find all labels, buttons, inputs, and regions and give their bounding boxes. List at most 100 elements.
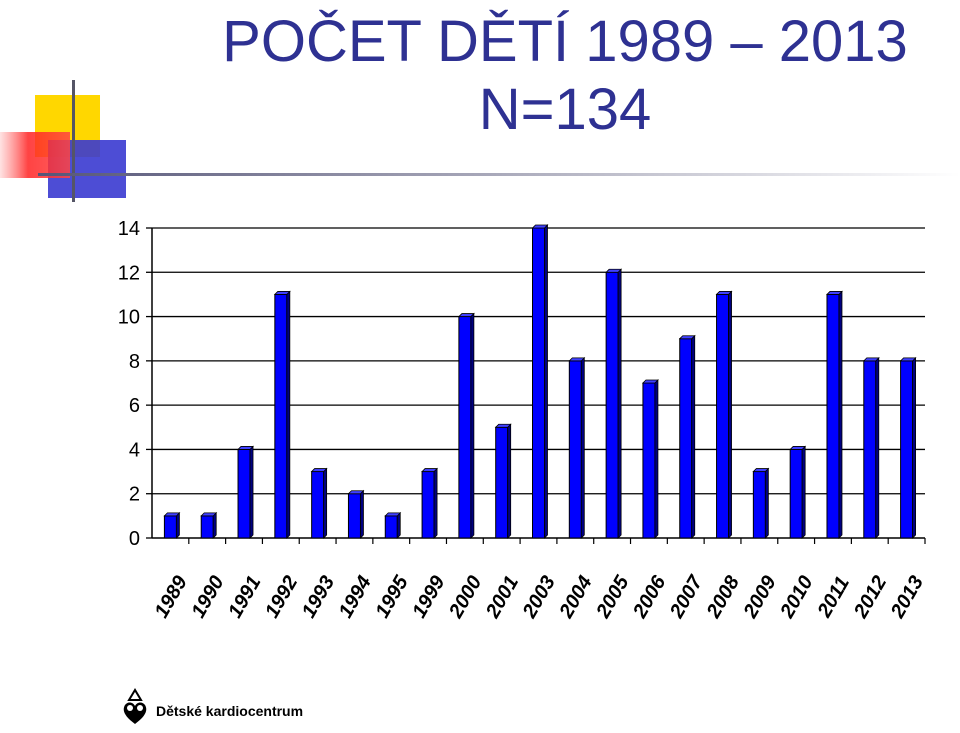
bar-1993 (311, 471, 325, 539)
bar-side-1989 (176, 511, 180, 539)
bar-side-2006 (654, 379, 659, 539)
x-tick-label-1995: 1995 (371, 571, 413, 621)
x-tick-label-2004: 2004 (555, 572, 597, 622)
bar-top-2004 (568, 357, 586, 362)
y-tick-label-4: 4 (129, 439, 140, 461)
x-tick-label-2011: 2011 (813, 573, 854, 622)
bar-2006 (642, 382, 656, 539)
bar-1989 (163, 515, 177, 539)
bar-side-2004 (580, 356, 585, 539)
bar-top-1995 (384, 512, 402, 517)
bar-top-2001 (494, 423, 512, 428)
bar-side-2007 (691, 334, 696, 539)
bar-1999 (421, 471, 435, 539)
bar-top-2010 (789, 446, 807, 450)
bar-top-1991 (237, 446, 254, 450)
x-tick-label-2007: 2007 (665, 571, 707, 622)
bar-side-2003 (544, 224, 548, 539)
bar-1991 (237, 448, 251, 539)
y-tick-label-10: 10 (118, 307, 140, 329)
bar-side-1992 (286, 290, 291, 539)
bar-top-2012 (862, 357, 880, 362)
bar-top-2013 (899, 357, 917, 362)
y-tick-label-2: 2 (129, 484, 140, 506)
x-tick-label-1989: 1989 (151, 571, 193, 621)
bar-side-1994 (360, 489, 364, 539)
bar-side-2012 (875, 356, 880, 539)
x-tick-label-2008: 2008 (702, 571, 744, 622)
bar-2007 (679, 338, 693, 539)
x-tick-label-1994: 1994 (335, 572, 376, 622)
bar-2001 (495, 426, 509, 539)
x-tick-label-2000: 2000 (445, 572, 487, 622)
y-tick-label-0: 0 (129, 528, 140, 550)
x-tick-label-2003: 2003 (518, 572, 560, 622)
bar-side-2010 (801, 445, 806, 539)
bar-1992 (274, 293, 288, 539)
bar-side-1995 (396, 511, 401, 539)
slide-title: POČET DĚTÍ 1989 – 2013 N=134 (170, 8, 960, 144)
bar-top-2006 (641, 379, 659, 384)
y-tick-label-8: 8 (129, 351, 140, 373)
bar-side-1993 (323, 467, 328, 539)
bar-top-1993 (310, 468, 328, 472)
bar-side-2013 (912, 356, 916, 539)
bar-top-1989 (163, 512, 181, 517)
x-tick-label-1992: 1992 (261, 572, 302, 622)
y-tick-label-14: 14 (118, 218, 140, 240)
heart-logo-icon (123, 688, 147, 724)
bar-top-2011 (826, 291, 843, 295)
x-tick-label-2012: 2012 (849, 572, 891, 622)
bar-side-2000 (470, 312, 475, 539)
x-tick-label-2006: 2006 (629, 571, 671, 622)
bar-1990 (200, 515, 214, 539)
bar-top-2009 (752, 468, 770, 472)
title-decoration (0, 80, 960, 202)
bar-top-1992 (273, 291, 291, 295)
bar-side-2001 (507, 423, 512, 539)
bar-side-2009 (764, 467, 769, 539)
bar-2012 (863, 360, 877, 539)
bar-chart: 0 2 4 6 8 10 12 14 19891990199119921993199419951… (118, 218, 928, 623)
x-tick-label-2001: 2001 (481, 572, 523, 622)
bar-2010 (789, 448, 803, 539)
x-tick-label-2009: 2009 (739, 571, 781, 622)
deco-vertical-line (72, 80, 75, 202)
bar-side-1991 (249, 445, 254, 539)
x-tick-label-1990: 1990 (187, 572, 228, 622)
bar-top-2003 (531, 224, 549, 229)
bar-top-1990 (200, 512, 218, 517)
title-line-2: N=134 (478, 77, 652, 142)
bar-side-2008 (728, 290, 732, 539)
x-tick-label-1991: 1991 (224, 572, 265, 622)
deco-red-bar (0, 132, 70, 178)
title-line-1: POČET DĚTÍ 1989 – 2013 (222, 9, 908, 74)
bar-top-2008 (715, 291, 733, 295)
x-tick-label-1993: 1993 (298, 572, 339, 622)
bar-top-2007 (678, 335, 696, 340)
bar-side-2011 (838, 290, 843, 539)
y-tick-label-12: 12 (118, 262, 140, 284)
bar-2000 (458, 316, 472, 539)
bar-side-1999 (433, 467, 438, 539)
bar-side-1990 (212, 511, 217, 539)
bar-top-1994 (347, 490, 365, 495)
bar-2008 (716, 293, 730, 539)
bar-2009 (752, 471, 766, 539)
bar-2004 (568, 360, 582, 539)
bar-side-2005 (617, 268, 622, 539)
logo-text: Dětské kardiocentrum (156, 703, 304, 719)
bar-2013 (900, 360, 914, 539)
bar-1995 (384, 515, 398, 539)
bar-2005 (605, 271, 619, 539)
x-tick-label-2013: 2013 (886, 572, 928, 622)
bar-top-2000 (457, 313, 475, 317)
x-tick-label-2005: 2005 (592, 571, 634, 622)
x-tick-label-1999: 1999 (408, 571, 450, 621)
y-tick-label-6: 6 (129, 395, 140, 417)
x-tick-label-2010: 2010 (776, 572, 818, 622)
bar-1994 (347, 493, 361, 539)
bar-top-1999 (421, 468, 439, 472)
logo: Dětské kardiocentrum (120, 688, 303, 728)
bar-2003 (532, 227, 545, 539)
